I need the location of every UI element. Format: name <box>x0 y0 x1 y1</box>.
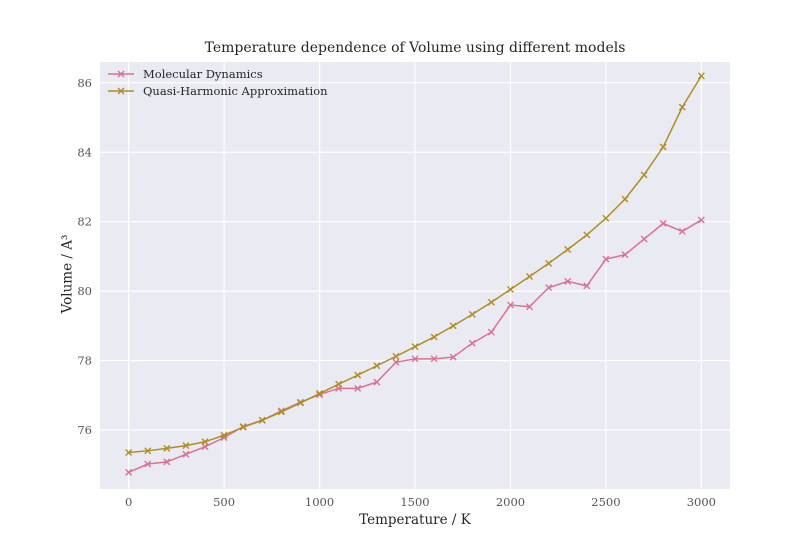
x-tick-label: 2000 <box>496 495 525 509</box>
marker-x-icon <box>392 352 400 360</box>
marker-x-icon <box>354 384 362 392</box>
marker-x-icon <box>373 362 381 370</box>
x-axis-label: Temperature / K <box>359 512 471 528</box>
y-tick-label: 76 <box>77 423 92 437</box>
marker-x-icon <box>659 143 667 151</box>
x-tick-label: 3000 <box>687 495 716 509</box>
marker-x-icon <box>354 371 362 379</box>
marker-x-icon <box>602 255 610 263</box>
marker-x-icon <box>258 416 266 424</box>
y-tick-label: 82 <box>77 215 92 229</box>
y-tick-label: 86 <box>77 76 92 90</box>
marker-x-icon <box>640 171 648 179</box>
marker-x-icon <box>430 333 438 341</box>
marker-x-icon <box>678 227 686 235</box>
marker-x-icon <box>487 298 495 306</box>
marker-x-icon <box>526 303 534 311</box>
chart-title: Temperature dependence of Volume using d… <box>204 40 626 56</box>
legend-item-quasi-harmonic: Quasi-Harmonic Approximation <box>106 85 328 97</box>
x-tick-label: 0 <box>125 495 132 509</box>
marker-x-icon <box>697 216 705 224</box>
marker-x-icon <box>373 378 381 386</box>
legend-line-sample-icon <box>108 70 134 78</box>
marker-x-icon <box>182 442 190 450</box>
marker-x-icon <box>220 431 228 439</box>
marker-x-icon <box>144 447 152 455</box>
marker-x-icon <box>468 339 476 347</box>
marker-x-icon <box>506 301 514 309</box>
marker-x-icon <box>697 72 705 80</box>
marker-x-icon <box>564 245 572 253</box>
marker-x-icon <box>506 285 514 293</box>
marker-x-icon <box>621 195 629 203</box>
marker-x-icon <box>239 423 247 431</box>
marker-x-icon <box>182 450 190 458</box>
marker-x-icon <box>449 322 457 330</box>
legend-item-molecular-dynamics: Molecular Dynamics <box>106 68 328 80</box>
marker-x-icon <box>449 353 457 361</box>
marker-x-icon <box>163 458 171 466</box>
x-tick-label: 500 <box>213 495 235 509</box>
legend-label: Molecular Dynamics <box>143 67 263 81</box>
marker-x-icon <box>220 434 228 442</box>
marker-x-icon <box>621 251 629 259</box>
x-tick-label: 2500 <box>591 495 620 509</box>
y-axis-label: Volume / A³ <box>59 234 76 314</box>
marker-x-icon <box>163 444 171 452</box>
legend: Molecular Dynamics Quasi-Harmonic Approx… <box>106 68 328 97</box>
marker-x-icon <box>316 390 324 398</box>
marker-x-icon <box>487 328 495 336</box>
marker-x-icon <box>430 355 438 363</box>
marker-x-icon <box>545 284 553 292</box>
y-tick-label: 78 <box>77 354 92 368</box>
marker-x-icon <box>640 235 648 243</box>
marker-x-icon <box>144 460 152 468</box>
marker-x-icon <box>296 399 304 407</box>
y-tick-label: 80 <box>77 284 92 298</box>
marker-x-icon <box>468 310 476 318</box>
marker-x-icon <box>411 343 419 351</box>
marker-x-icon <box>583 231 591 239</box>
marker-x-icon <box>526 273 534 281</box>
marker-x-icon <box>201 438 209 446</box>
marker-x-icon <box>602 214 610 222</box>
marker-x-icon <box>125 468 133 476</box>
y-tick-label: 84 <box>77 145 92 159</box>
marker-x-icon <box>277 408 285 416</box>
marker-x-icon <box>411 355 419 363</box>
x-tick-label: 1000 <box>305 495 334 509</box>
x-tick-label: 1500 <box>400 495 429 509</box>
marker-x-icon <box>564 277 572 285</box>
marker-x-icon <box>583 282 591 290</box>
legend-line-sample-icon <box>108 87 134 95</box>
marker-x-icon <box>392 358 400 366</box>
marker-x-icon <box>678 103 686 111</box>
legend-label: Quasi-Harmonic Approximation <box>143 84 328 98</box>
marker-x-icon <box>335 380 343 388</box>
marker-x-icon <box>659 219 667 227</box>
marker-x-icon <box>545 259 553 267</box>
marker-x-icon <box>125 449 133 457</box>
